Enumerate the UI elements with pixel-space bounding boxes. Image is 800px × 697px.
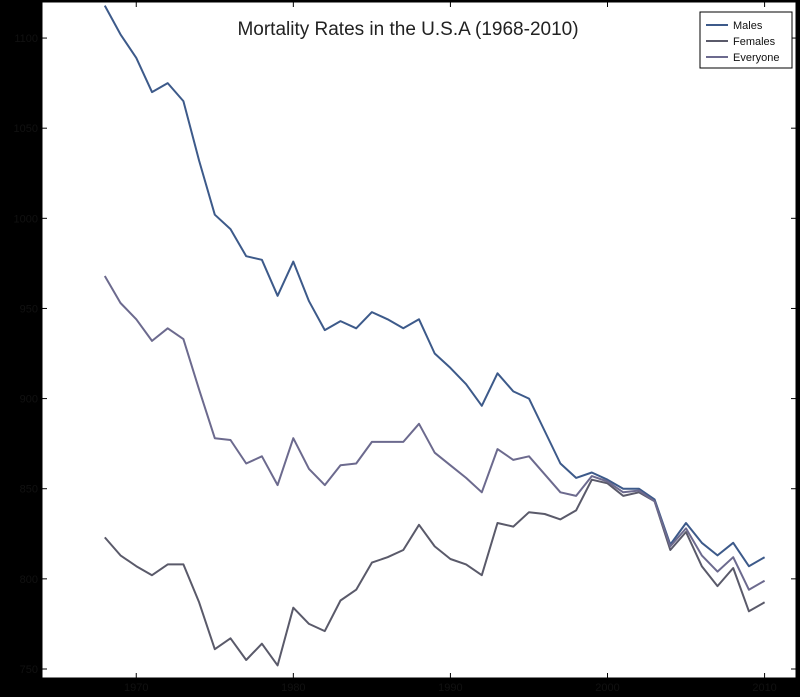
y-tick-label: 1050 bbox=[14, 123, 38, 135]
axes: 750 800 850 900 950 1000 1050 1100 1970 1980 1990 2… bbox=[14, 2, 796, 694]
y-tick-label: 850 bbox=[20, 484, 38, 496]
legend-label-males: Males bbox=[733, 20, 763, 32]
y-tick-label: 950 bbox=[20, 303, 38, 315]
x-tick-label: 1990 bbox=[438, 682, 462, 694]
y-tick-label: 900 bbox=[20, 394, 38, 406]
y-tick-label: 1100 bbox=[14, 33, 38, 45]
y-tick-label: 800 bbox=[20, 574, 38, 586]
chart-title: Mortality Rates in the U.S.A (1968-2010) bbox=[237, 19, 578, 40]
legend-label-females: Females bbox=[733, 36, 776, 48]
x-tick-label: 2010 bbox=[752, 682, 776, 694]
series-lines bbox=[103, 5, 766, 667]
x-tick-label: 2000 bbox=[595, 682, 619, 694]
y-tick-label: 750 bbox=[20, 664, 38, 676]
series-line-everyone bbox=[103, 275, 766, 591]
plot-area bbox=[41, 1, 797, 679]
legend-label-everyone: Everyone bbox=[733, 52, 779, 64]
y-tick-label: 1000 bbox=[14, 213, 38, 225]
series-line-males bbox=[103, 5, 766, 568]
legend: Males Females Everyone bbox=[699, 11, 793, 69]
x-tick-label: 1970 bbox=[124, 682, 148, 694]
x-tick-label: 1980 bbox=[281, 682, 305, 694]
